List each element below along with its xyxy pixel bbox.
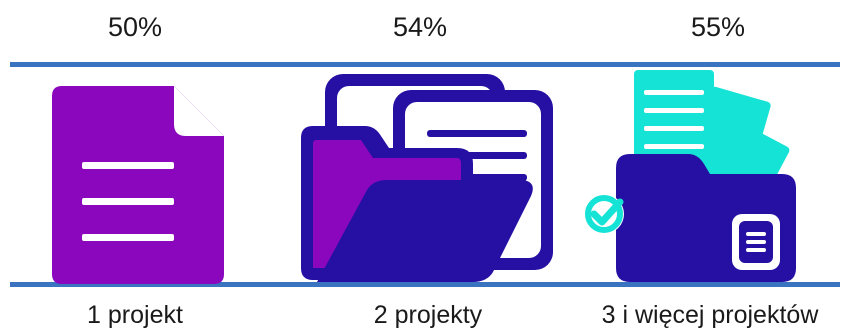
percent-3-plus-projects: 55% (690, 12, 746, 42)
top-divider (10, 62, 840, 67)
label-3-plus-projects: 3 i więcej projektów (601, 301, 819, 329)
percent-2-projects: 54% (392, 12, 448, 42)
open-folder-with-documents-icon (301, 74, 553, 282)
percent-1-project: 50% (107, 12, 163, 42)
bottom-divider (10, 282, 840, 287)
folder-with-documents-checkmark-icon (584, 70, 796, 282)
document-icon (52, 86, 224, 284)
label-2-projects: 2 projekty (373, 301, 483, 329)
label-1-project: 1 projekt (87, 301, 183, 329)
